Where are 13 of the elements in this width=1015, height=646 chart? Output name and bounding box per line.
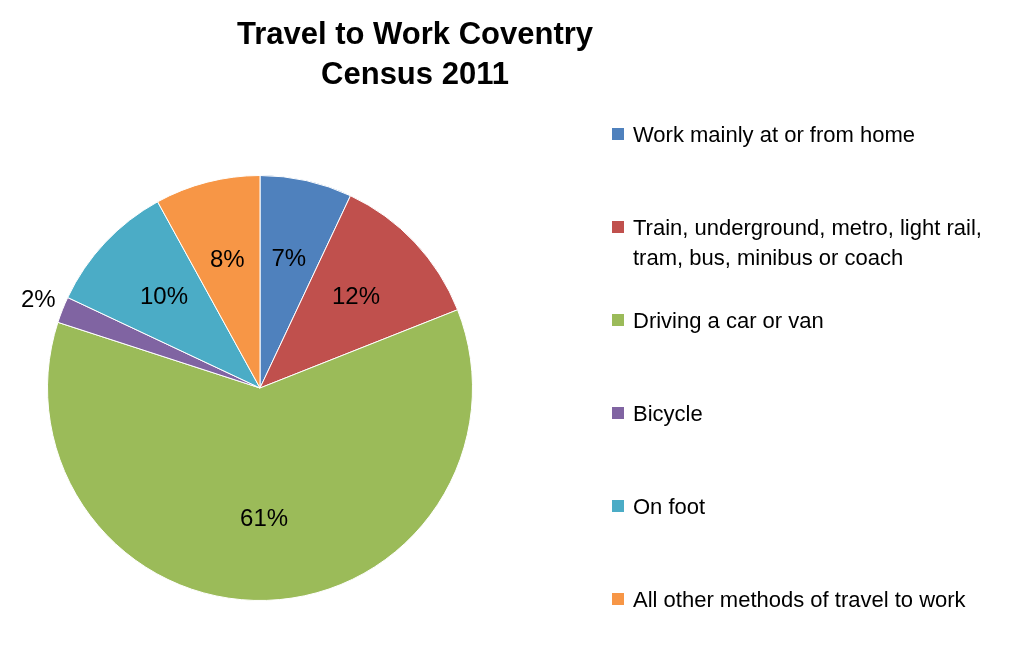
legend-label: All other methods of travel to work [633,586,966,614]
data-label: 8% [209,245,245,273]
legend-label: Train, underground, metro, light rail, tram, bus, minibus or coach [633,214,983,272]
legend-label: Driving a car or van [633,307,824,335]
data-label: 12% [332,282,381,310]
data-label: 61% [240,504,289,532]
legend-label: Work mainly at or from home [633,121,916,149]
data-label: 2% [20,284,56,312]
legend-label: On foot [633,493,706,521]
data-label: 10% [139,282,188,310]
legend-label: Bicycle [633,400,703,428]
chart-title: Travel to Work Coventry Census 2011 [236,15,594,93]
data-label: 7% [271,244,307,272]
